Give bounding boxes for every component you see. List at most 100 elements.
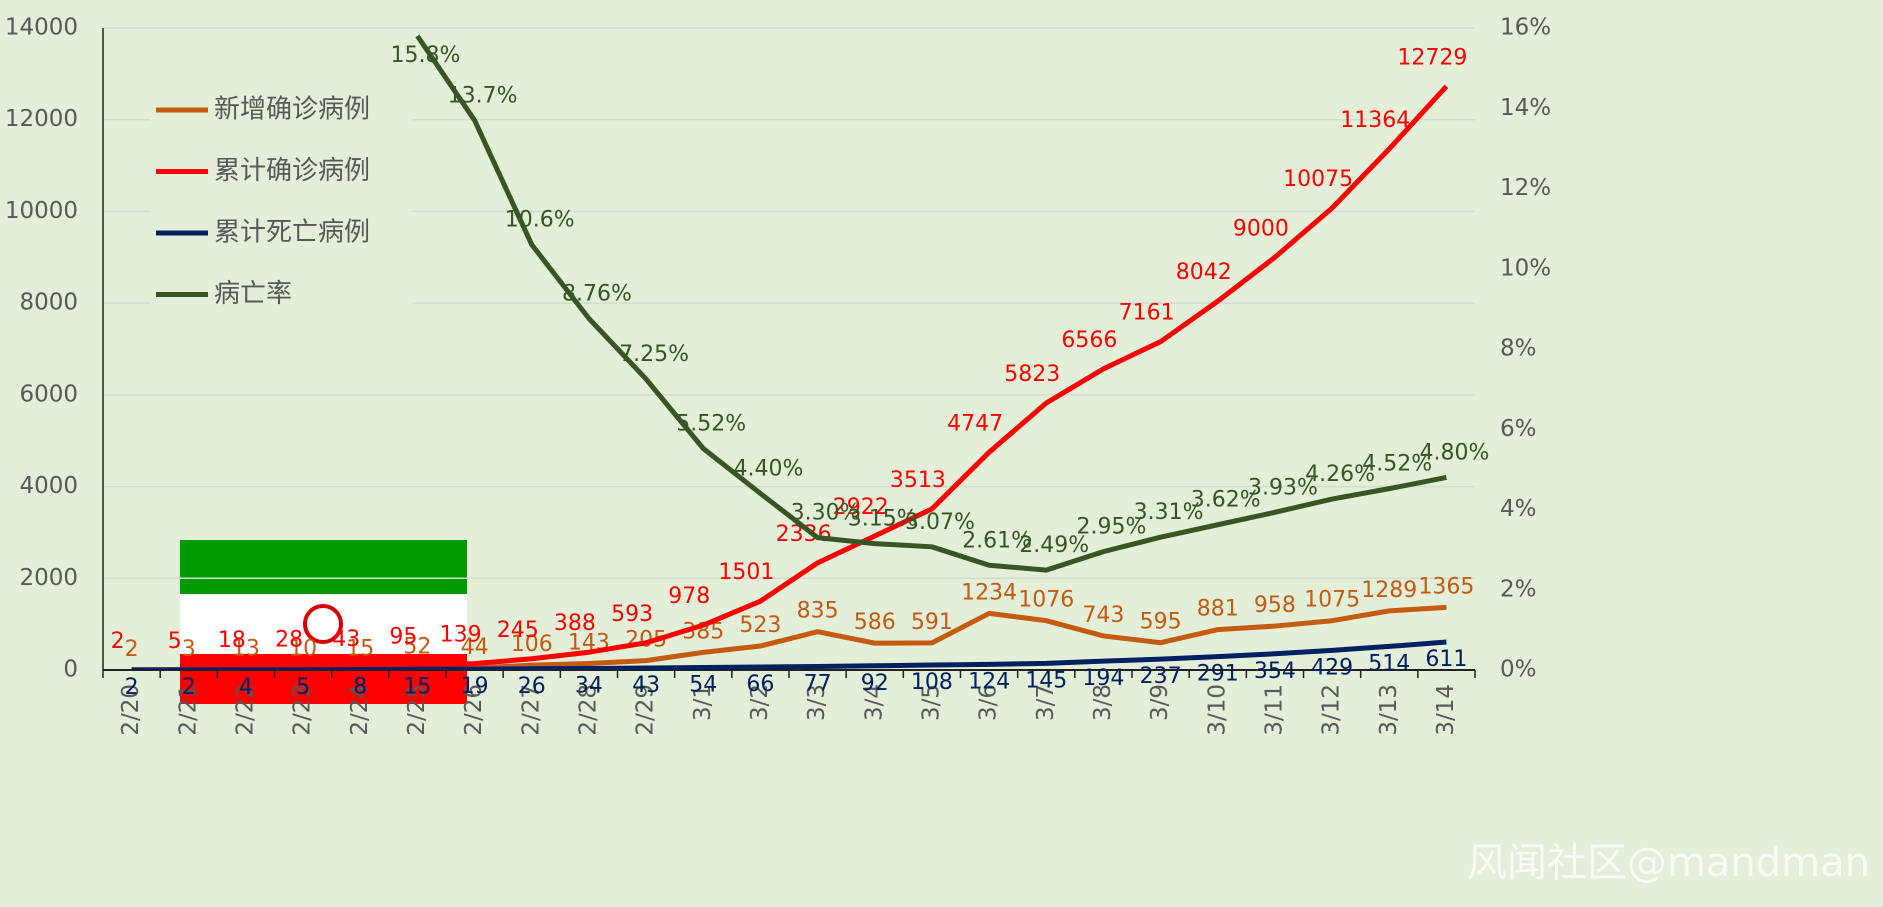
- x-tick-label: 2/23: [290, 684, 316, 736]
- data-label: 106: [511, 632, 553, 657]
- data-label: 10.6%: [505, 208, 575, 233]
- y-tick-label: 10000: [5, 198, 78, 224]
- data-label: 586: [854, 610, 896, 635]
- x-tick-label: 3/2: [747, 684, 773, 721]
- data-label: 4747: [947, 411, 1003, 436]
- data-label: 34: [575, 673, 603, 698]
- data-label: 10: [289, 637, 317, 662]
- data-label: 194: [1082, 666, 1124, 691]
- data-label: 145: [1025, 668, 1067, 693]
- x-tick-label: 3/13: [1376, 684, 1402, 736]
- data-label: 2: [111, 629, 125, 654]
- data-label: 8042: [1176, 260, 1232, 285]
- x-tick-label: 3/14: [1433, 684, 1459, 736]
- y2-tick-label: 2%: [1500, 576, 1537, 602]
- data-label: 9000: [1233, 216, 1289, 241]
- legend-label: 病亡率: [214, 279, 292, 309]
- data-label: 5823: [1004, 362, 1060, 387]
- x-tick-label: 3/9: [1147, 684, 1173, 721]
- data-label: 19: [461, 674, 489, 699]
- data-label: 978: [668, 584, 710, 609]
- x-tick-label: 2/26: [461, 684, 487, 736]
- x-tick-label: 3/3: [804, 684, 830, 721]
- flag-red: [180, 654, 467, 704]
- legend-label: 累计确诊病例: [214, 156, 370, 186]
- y2-tick-label: 4%: [1500, 496, 1537, 522]
- data-label: 44: [461, 635, 489, 660]
- data-label: 429: [1311, 655, 1353, 680]
- data-label: 66: [746, 672, 774, 697]
- data-label: 108: [911, 670, 953, 695]
- data-label: 3.93%: [1248, 475, 1318, 500]
- data-label: 1365: [1418, 574, 1474, 599]
- data-label: 13: [232, 636, 260, 661]
- flag: [180, 540, 467, 704]
- data-label: 958: [1254, 593, 1296, 618]
- data-label: 2.49%: [1019, 533, 1089, 558]
- data-label: 139: [440, 623, 482, 648]
- data-label: 13.7%: [448, 83, 518, 108]
- data-label: 3.07%: [905, 510, 975, 535]
- data-label: 15: [403, 674, 431, 699]
- data-label: 52: [403, 635, 431, 660]
- data-label: 54: [689, 673, 717, 698]
- x-tick-label: 2/20: [118, 684, 144, 736]
- data-label: 95: [389, 625, 417, 650]
- data-label: 595: [1140, 610, 1182, 635]
- data-label: 2922: [833, 495, 889, 520]
- data-label: 12729: [1397, 45, 1467, 70]
- data-label: 5.52%: [676, 412, 746, 437]
- data-label: 4.80%: [1419, 440, 1489, 465]
- data-label: 6566: [1061, 328, 1117, 353]
- y-tick-label: 8000: [19, 290, 78, 316]
- data-label: 1076: [1018, 588, 1074, 613]
- data-label: 237: [1140, 664, 1182, 689]
- data-label: 5: [168, 629, 182, 654]
- x-tick-label: 2/27: [518, 684, 544, 736]
- data-label: 7.25%: [619, 342, 689, 367]
- data-label: 881: [1197, 597, 1239, 622]
- data-label: 291: [1197, 662, 1239, 687]
- data-label: 3.62%: [1191, 488, 1261, 513]
- data-label: 3.31%: [1134, 500, 1204, 525]
- data-label: 3.30%: [791, 501, 861, 526]
- x-tick-label: 3/7: [1033, 684, 1059, 721]
- series-line: [131, 639, 1447, 670]
- flag-emblem: [303, 604, 343, 644]
- data-label: 514: [1368, 651, 1410, 676]
- x-tick-label: 3/6: [976, 684, 1002, 721]
- data-label: 4.40%: [733, 456, 803, 481]
- x-tick-label: 2/29: [633, 684, 659, 736]
- data-label: 18: [218, 628, 246, 653]
- y2-tick-label: 10%: [1500, 255, 1551, 281]
- data-label: 523: [739, 613, 781, 638]
- x-tick-label: 3/4: [861, 684, 887, 721]
- x-tick-label: 3/12: [1319, 684, 1345, 736]
- data-label: 743: [1082, 603, 1124, 628]
- data-label: 591: [911, 610, 953, 635]
- y-tick-label: 14000: [5, 15, 78, 41]
- data-label: 1501: [718, 560, 774, 585]
- data-label: 388: [554, 611, 596, 636]
- data-label: 611: [1425, 647, 1467, 672]
- data-label: 15.8%: [390, 43, 460, 68]
- y-tick-label: 4000: [19, 473, 78, 499]
- flag-white: [180, 594, 467, 654]
- data-label: 1234: [961, 580, 1017, 605]
- y-tick-label: 6000: [19, 381, 78, 407]
- y2-tick-label: 6%: [1500, 416, 1537, 442]
- data-label: 7161: [1119, 301, 1175, 326]
- x-tick-label: 2/22: [232, 684, 258, 736]
- data-label: 2: [182, 675, 196, 700]
- data-label: 593: [611, 602, 653, 627]
- data-label: 4: [239, 675, 253, 700]
- x-tick-label: 2/24: [347, 684, 373, 736]
- data-label: 5: [296, 675, 310, 700]
- x-tick-label: 2/28: [575, 684, 601, 736]
- series-line: [415, 34, 1447, 573]
- data-label: 2: [125, 675, 139, 700]
- data-label: 3.15%: [848, 507, 918, 532]
- data-label: 3: [182, 637, 196, 662]
- x-tick-label: 2/21: [175, 684, 201, 736]
